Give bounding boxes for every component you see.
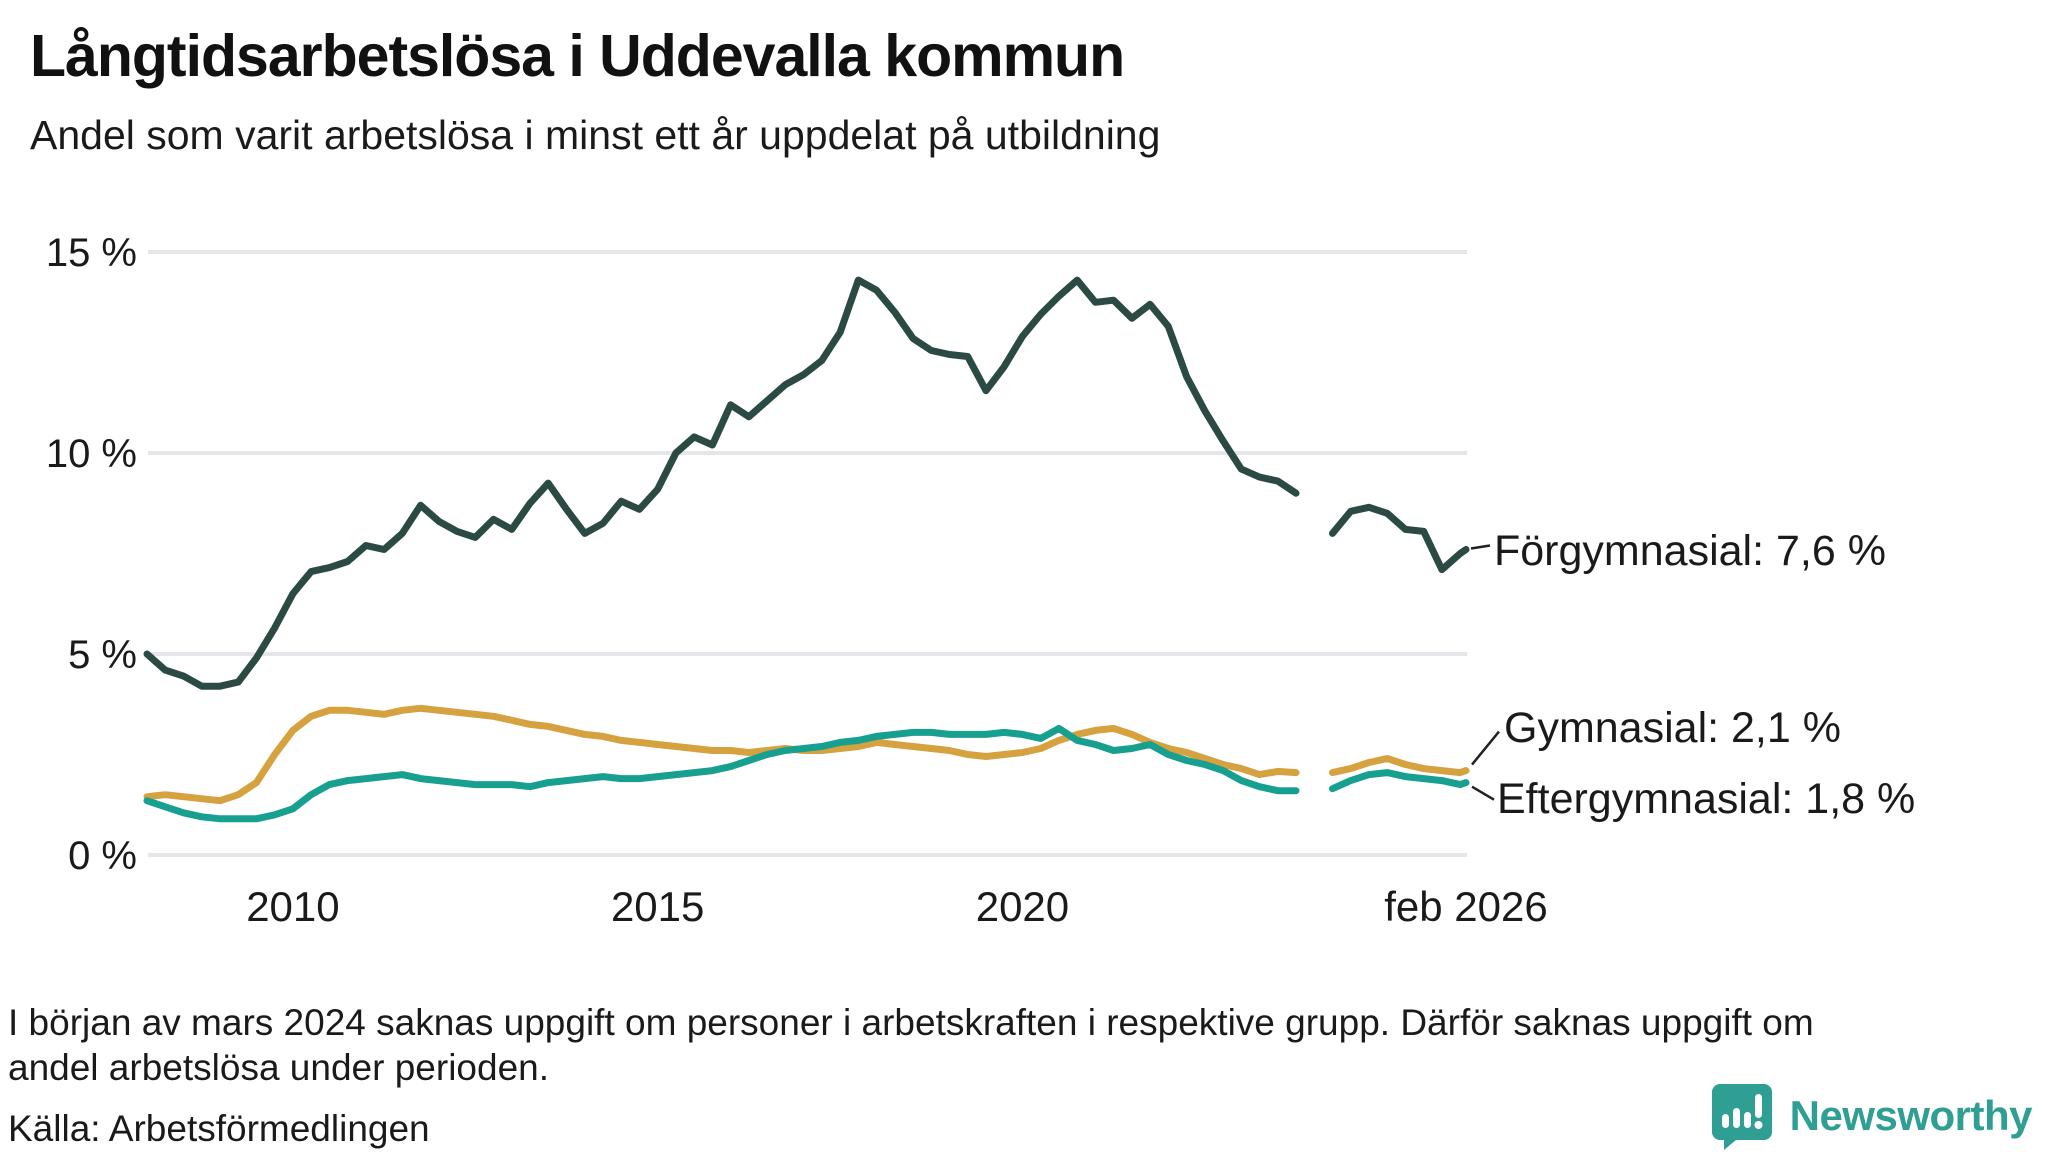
- series-line-eftergymnasial: [143, 724, 1300, 823]
- y-tick-label: 15 %: [45, 231, 137, 275]
- x-tick-label: 2010: [246, 883, 340, 930]
- series-line-förgymnasial: [1329, 503, 1470, 574]
- x-tick-label: 2020: [975, 883, 1070, 930]
- series-label-forgymnasial: Förgymnasial: 7,6 %: [1494, 527, 1886, 575]
- x-tick-label: 2015: [610, 883, 705, 930]
- label-connector: [1471, 785, 1495, 801]
- source-note: Källa: Arbetsförmedlingen: [8, 1108, 430, 1149]
- newsworthy-logo-text: Newsworthy: [1789, 1092, 2033, 1139]
- series-line-gymnasial: [143, 704, 1300, 805]
- newsworthy-logo: Newsworthy: [1710, 1082, 2033, 1150]
- y-tick-label: 5 %: [68, 633, 137, 677]
- newsworthy-speech-bubble-icon: [1711, 1084, 1772, 1150]
- footnote-line-1: I början av mars 2024 saknas uppgift om …: [8, 1002, 1814, 1043]
- y-tick-label: 0 %: [68, 834, 137, 878]
- footnote-line-2: andel arbetslösa under perioden.: [8, 1047, 549, 1088]
- series-line-gymnasial: [1329, 755, 1470, 777]
- label-connector: [1471, 730, 1500, 766]
- footnote: I början av mars 2024 saknas uppgift om …: [8, 1000, 1814, 1090]
- y-tick-label: 10 %: [45, 432, 137, 476]
- series-label-gymnasial: Gymnasial: 2,1 %: [1504, 704, 1841, 752]
- x-tick-label: feb 2026: [1384, 883, 1548, 930]
- series-label-eftergymnasial: Eftergymnasial: 1,8 %: [1497, 775, 1916, 823]
- label-connector: [1470, 544, 1491, 550]
- series-line-eftergymnasial: [1329, 769, 1470, 793]
- page-title: Långtidsarbetslösa i Uddevalla kommun: [30, 23, 1125, 89]
- chart-subtitle: Andel som varit arbetslösa i minst ett å…: [30, 112, 1161, 158]
- series-line-förgymnasial: [143, 276, 1300, 690]
